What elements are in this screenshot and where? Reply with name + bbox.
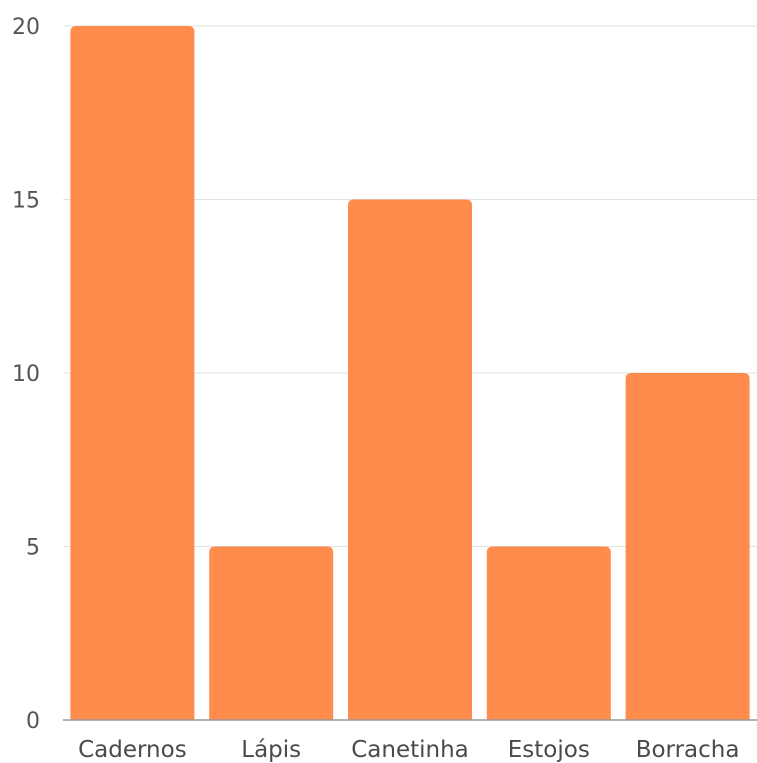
y-tick-label: 5 bbox=[26, 536, 40, 561]
y-tick-label: 10 bbox=[12, 362, 40, 387]
bar-borracha bbox=[625, 373, 750, 720]
y-tick-label: 0 bbox=[26, 709, 40, 734]
bar-estojos bbox=[486, 546, 611, 720]
bars bbox=[70, 26, 750, 720]
x-axis-labels: Cadernos Lápis Canetinha Estojos Borracha bbox=[78, 737, 739, 763]
y-tick-label: 15 bbox=[12, 189, 40, 214]
bar-lápis bbox=[209, 546, 334, 720]
x-tick-label: Estojos bbox=[508, 737, 590, 763]
x-tick-label: Canetinha bbox=[351, 737, 469, 763]
y-tick-label: 20 bbox=[12, 15, 40, 40]
x-tick-label: Lápis bbox=[241, 737, 301, 763]
bar-canetinha bbox=[348, 199, 472, 720]
x-tick-label: Cadernos bbox=[78, 737, 187, 763]
y-axis-ticks: 0 5 10 15 20 bbox=[12, 15, 40, 734]
bar-cadernos bbox=[70, 26, 195, 720]
x-tick-label: Borracha bbox=[636, 737, 740, 763]
